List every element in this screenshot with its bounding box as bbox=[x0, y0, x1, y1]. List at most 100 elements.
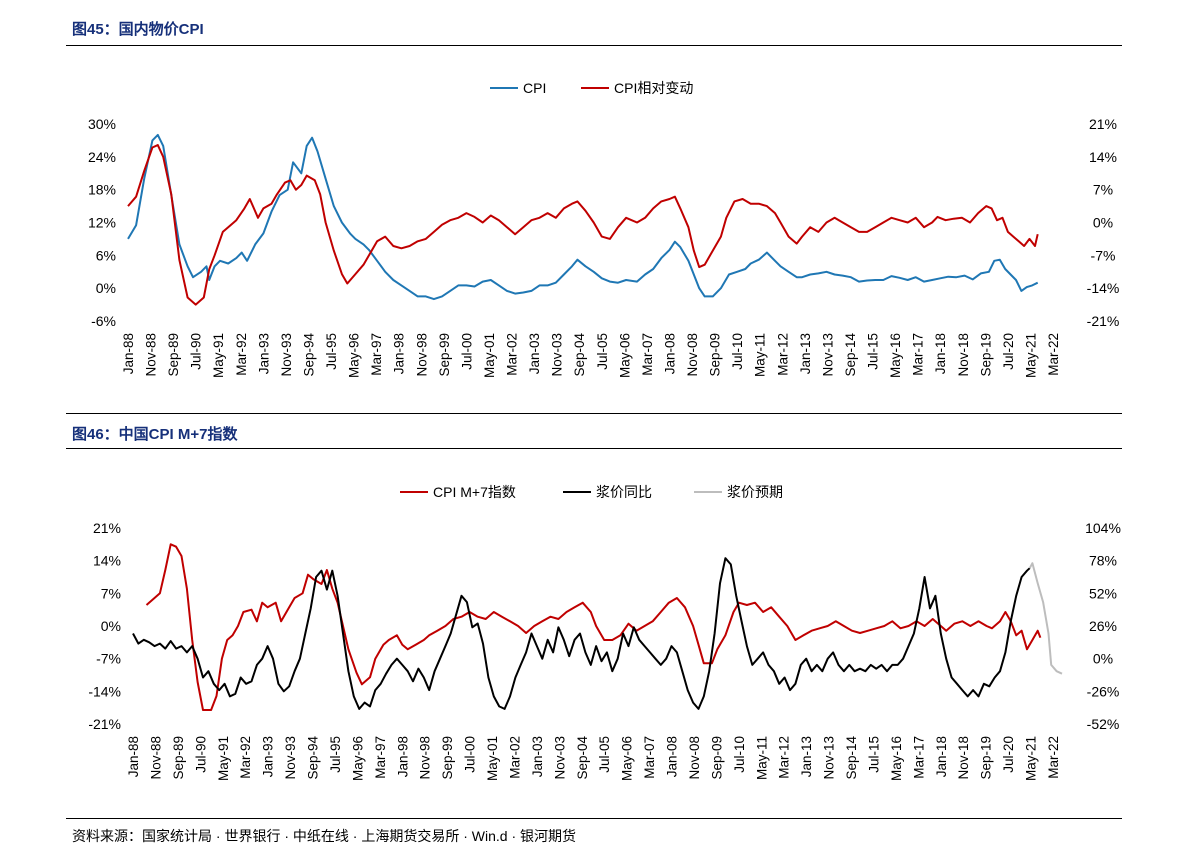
y-right-tick-label: -52% bbox=[1087, 716, 1120, 732]
x-tick-label: Jul-00 bbox=[463, 736, 478, 773]
cpi-m7-chart: 21% 14% 7% 0% -7% -14% -21% 104% 78% 52% 26% 0% -26%… bbox=[88, 484, 1121, 781]
x-tick-label: Nov-08 bbox=[685, 333, 700, 377]
x-tick-label: May-96 bbox=[347, 333, 362, 378]
x-tick-label: Jul-10 bbox=[732, 736, 747, 773]
y-right-tick-label: 104% bbox=[1085, 520, 1121, 536]
series-line bbox=[127, 133, 1039, 301]
y-right-tick-label: 52% bbox=[1089, 585, 1117, 601]
x-tick-label: Mar-02 bbox=[505, 333, 520, 376]
x-tick-label: Nov-13 bbox=[820, 333, 835, 377]
figure-45-top-rule bbox=[66, 45, 1122, 46]
x-tick-label: May-21 bbox=[1024, 736, 1039, 781]
y-right-tick-label: 21% bbox=[1089, 116, 1117, 132]
y-right-tick-label: -14% bbox=[1087, 280, 1120, 296]
x-tick-label: Mar-02 bbox=[507, 736, 522, 779]
y-right-tick-label: 26% bbox=[1089, 618, 1117, 634]
x-tick-label: Sep-04 bbox=[572, 333, 587, 377]
x-tick-label: Sep-99 bbox=[440, 736, 455, 780]
x-tick-label: Nov-18 bbox=[956, 736, 971, 780]
x-tick-label: Jan-93 bbox=[256, 333, 271, 374]
y-right-tick-label: 14% bbox=[1089, 149, 1117, 165]
x-tick-label: Mar-07 bbox=[642, 736, 657, 779]
series-line bbox=[145, 543, 1042, 711]
figure-46-bottom-rule bbox=[66, 818, 1122, 819]
x-tick-label: Jan-03 bbox=[530, 736, 545, 777]
x-tick-label: Nov-88 bbox=[144, 333, 159, 377]
x-tick-label: Mar-12 bbox=[775, 333, 790, 376]
x-tick-label: Jul-15 bbox=[866, 736, 881, 773]
x-tick-label: May-06 bbox=[617, 333, 632, 378]
legend-label: CPI M+7指数 bbox=[433, 484, 516, 500]
y-right-tick-label: -21% bbox=[1087, 313, 1120, 329]
figure-45-bottom-rule bbox=[66, 413, 1122, 414]
x-tick-label: May-16 bbox=[888, 333, 903, 378]
x-tick-label: Jan-08 bbox=[665, 736, 680, 777]
x-tick-label: Jan-08 bbox=[662, 333, 677, 374]
legend-label: CPI bbox=[523, 80, 546, 96]
x-tick-label: Jan-18 bbox=[933, 333, 948, 374]
x-tick-label: Mar-22 bbox=[1046, 333, 1061, 376]
x-tick-label: Jan-18 bbox=[934, 736, 949, 777]
x-tick-label: Sep-89 bbox=[166, 333, 181, 377]
x-tick-label: Nov-03 bbox=[552, 736, 567, 780]
y-right-tick-label: 7% bbox=[1093, 182, 1113, 198]
x-tick-label: Nov-93 bbox=[279, 333, 294, 377]
x-tick-label: Jul-20 bbox=[1001, 736, 1016, 773]
y-left-tick-label: 0% bbox=[96, 280, 116, 296]
series-line bbox=[132, 557, 1031, 710]
x-tick-label: Sep-19 bbox=[979, 736, 994, 780]
x-tick-label: May-96 bbox=[350, 736, 365, 781]
x-tick-label: Nov-08 bbox=[687, 736, 702, 780]
figure-46-top-rule bbox=[66, 448, 1122, 449]
x-tick-label: Mar-12 bbox=[777, 736, 792, 779]
x-tick-label: Jan-13 bbox=[798, 333, 813, 374]
legend-label: 浆价同比 bbox=[596, 484, 652, 500]
y-left-tick-label: 6% bbox=[96, 247, 116, 263]
y-left-tick-label: 24% bbox=[88, 149, 116, 165]
x-tick-label: Nov-93 bbox=[283, 736, 298, 780]
x-tick-label: Nov-98 bbox=[414, 333, 429, 377]
x-tick-label: May-01 bbox=[482, 333, 497, 378]
legend-label: CPI相对变动 bbox=[614, 80, 693, 96]
x-tick-label: Jan-03 bbox=[527, 333, 542, 374]
series-line bbox=[127, 144, 1039, 306]
figure-45-title: 图45：国内物价CPI bbox=[72, 21, 204, 38]
x-tick-label: May-16 bbox=[889, 736, 904, 781]
x-tick-label: May-01 bbox=[485, 736, 500, 781]
x-tick-label: Jan-88 bbox=[121, 333, 136, 374]
x-tick-label: Jan-93 bbox=[261, 736, 276, 777]
x-tick-label: May-11 bbox=[754, 736, 769, 780]
y-left-tick-label: 7% bbox=[101, 585, 121, 601]
x-tick-label: Nov-03 bbox=[550, 333, 565, 377]
x-tick-label: May-06 bbox=[620, 736, 635, 781]
x-tick-label: Mar-97 bbox=[369, 333, 384, 376]
y-left-tick-label: -7% bbox=[96, 651, 121, 667]
x-tick-label: Mar-22 bbox=[1046, 736, 1061, 779]
x-tick-label: Sep-94 bbox=[306, 736, 321, 780]
x-tick-label: Mar-07 bbox=[640, 333, 655, 376]
x-tick-label: Sep-19 bbox=[978, 333, 993, 377]
legend-label: 浆价预期 bbox=[727, 484, 783, 500]
y-left-tick-label: 21% bbox=[93, 520, 121, 536]
x-tick-label: Jul-15 bbox=[866, 333, 881, 370]
x-tick-label: May-11 bbox=[753, 333, 768, 377]
x-tick-label: Nov-98 bbox=[418, 736, 433, 780]
figure-46-title: 图46：中国CPI M+7指数 bbox=[72, 426, 238, 443]
x-tick-label: Jan-13 bbox=[799, 736, 814, 777]
x-tick-label: Jan-88 bbox=[126, 736, 141, 777]
x-tick-label: Jul-90 bbox=[189, 333, 204, 370]
x-tick-label: May-21 bbox=[1023, 333, 1038, 378]
x-tick-label: Jan-98 bbox=[395, 736, 410, 777]
y-left-tick-label: 14% bbox=[93, 553, 121, 569]
x-tick-label: Sep-99 bbox=[437, 333, 452, 377]
y-right-tick-label: -26% bbox=[1087, 683, 1120, 699]
x-tick-label: Jul-10 bbox=[730, 333, 745, 370]
x-tick-label: May-91 bbox=[216, 736, 231, 781]
x-tick-label: Sep-14 bbox=[843, 333, 858, 377]
y-left-tick-label: -21% bbox=[88, 716, 121, 732]
y-left-tick-label: -6% bbox=[91, 313, 116, 329]
x-tick-label: Jul-05 bbox=[595, 333, 610, 370]
x-tick-label: Mar-17 bbox=[911, 333, 926, 376]
y-left-tick-label: 30% bbox=[88, 116, 116, 132]
x-tick-label: Jul-95 bbox=[324, 333, 339, 370]
